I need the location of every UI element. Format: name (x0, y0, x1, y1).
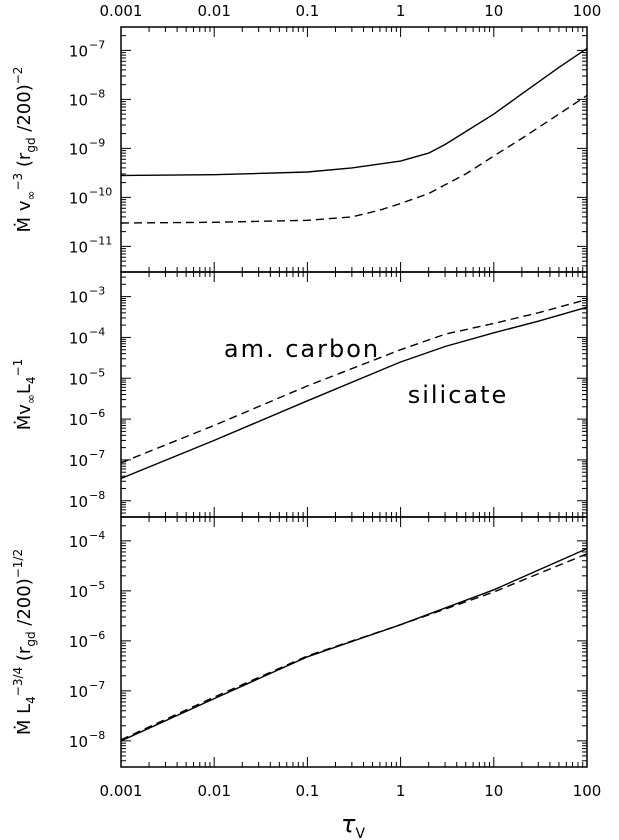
y-tick-exponent: −7 (89, 679, 105, 692)
annotation-1: silicate (408, 381, 509, 409)
y-tick-exponent: −10 (89, 185, 112, 198)
y-tick-label: 10 (69, 533, 88, 551)
y-tick-exponent: −8 (89, 729, 105, 742)
series-dashed-line (120, 94, 588, 224)
y-label-part: 4 (24, 376, 38, 384)
bottom-x-tick-labels: 0.001 0.01 0.1 1 10 100 (100, 782, 602, 800)
series-dashed-line (120, 553, 588, 741)
y-label-part: Ṁv (14, 404, 35, 431)
top-x-tick-label: 100 (573, 2, 602, 20)
top-x-tick-label: 0.001 (100, 2, 143, 20)
panel-frame (120, 516, 588, 768)
y-label-part: Ṁ L (14, 704, 35, 735)
y-tick-label: 10 (69, 140, 88, 158)
y-label-part: ∞ (24, 394, 38, 404)
series-solid-line (120, 306, 588, 480)
y-label-part: Ṁ v (14, 200, 35, 232)
bottom-x-tick-label: 0.001 (100, 782, 143, 800)
y-label-part: (r (14, 646, 35, 667)
y-tick-exponent: −11 (89, 234, 112, 247)
panel-frame (120, 26, 588, 273)
series-dashed-line (120, 298, 588, 464)
y-label-part: /200) (14, 578, 35, 631)
x-axis-label: τV (341, 810, 365, 840)
panel-3: 10−810−710−610−510 −4Ṁ L4−3/4 (rgd /200)−… (11, 516, 588, 768)
y-tick-label: 10 (69, 370, 88, 388)
y-tick-label: 10 (69, 583, 88, 601)
y-label-part: −2 (11, 67, 25, 85)
y-label-part: gd (24, 631, 38, 646)
bottom-x-tick-label: 100 (573, 782, 602, 800)
y-tick-label: 10 (69, 493, 88, 511)
bottom-x-tick-label: 1 (396, 782, 406, 800)
top-x-tick-label: 0.1 (295, 2, 319, 20)
bottom-x-tick-label: 0.01 (197, 782, 230, 800)
bottom-x-tick-label: 10 (484, 782, 503, 800)
y-tick-exponent: −6 (89, 629, 105, 642)
y-label-part: −1/2 (11, 549, 25, 578)
y-tick-label: 10 (69, 411, 88, 429)
annotation-0: am. carbon (224, 335, 380, 363)
y-label-part: −3/4 (11, 667, 25, 696)
y-tick-exponent: −4 (89, 325, 105, 338)
y-tick-exponent: −8 (89, 489, 105, 502)
y-label-part: −1 (11, 359, 25, 377)
y-tick-exponent: −4 (89, 529, 105, 542)
y-tick-exponent: −7 (89, 38, 105, 51)
top-x-tick-label: 1 (396, 2, 406, 20)
y-tick-label: 10 (69, 683, 88, 701)
y-tick-exponent: −5 (89, 579, 105, 592)
y-label-part: /200) (14, 84, 35, 137)
y-tick-label: 10 (69, 633, 88, 651)
y-label-part: (r (14, 152, 35, 173)
y-tick-exponent: −9 (89, 136, 105, 149)
y-tick-label: 10 (69, 238, 88, 256)
y-tick-label: 10 (69, 733, 88, 751)
y-label-part: ∞ (24, 191, 38, 201)
top-x-tick-label: 10 (484, 2, 503, 20)
series-solid-line (120, 547, 588, 742)
series-solid-line (120, 47, 588, 177)
panel-frame (120, 271, 588, 518)
panel-2: 10−810−710−610−510−410 −3Ṁv∞L4−1am. carbo… (11, 271, 588, 518)
y-tick-exponent: −7 (89, 448, 105, 461)
y-axis-label: Ṁ L4−3/4 (rgd /200)−1/2 (11, 549, 38, 735)
y-tick-label: 10 (69, 91, 88, 109)
top-x-tick-labels: 0.001 0.01 0.1 1 10 100 (100, 2, 602, 20)
y-tick-label: 10 (69, 189, 88, 207)
y-tick-exponent: −8 (89, 87, 105, 100)
top-x-tick-label: 0.01 (197, 2, 230, 20)
y-axis-label: Ṁv∞L4−1 (11, 359, 38, 431)
y-label-part: L (14, 384, 35, 394)
y-tick-label: 10 (69, 329, 88, 347)
y-tick-exponent: −5 (89, 366, 105, 379)
y-label-part: −3 (11, 173, 25, 191)
bottom-x-tick-label: 0.1 (295, 782, 319, 800)
y-tick-label: 10 (69, 289, 88, 307)
y-tick-label: 10 (69, 452, 88, 470)
y-axis-label: Ṁ v∞−3 (rgd /200)−2 (11, 67, 38, 233)
y-tick-exponent: −6 (89, 407, 105, 420)
y-label-part: 4 (24, 696, 38, 704)
y-tick-label: 10 (69, 42, 88, 60)
y-tick-exponent: −3 (89, 285, 105, 298)
y-label-part: gd (24, 137, 38, 152)
